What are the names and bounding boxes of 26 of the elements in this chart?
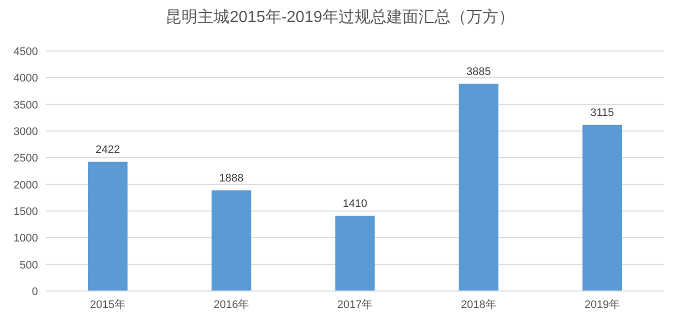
data-label: 1410 [342, 198, 368, 210]
data-label: 3885 [466, 66, 491, 78]
y-tick-label: 4500 [14, 46, 38, 58]
y-tick-label: 1500 [14, 206, 38, 218]
bar [212, 190, 252, 291]
x-tick-label: 2019年 [584, 299, 620, 311]
data-label: 2422 [96, 144, 120, 156]
y-tick-label: 1000 [14, 232, 38, 245]
x-tick-label: 2015年 [90, 299, 126, 311]
bar [582, 124, 622, 291]
y-tick-label: 3000 [14, 126, 38, 138]
x-tick-label: 2016年 [214, 299, 250, 311]
y-tick-label: 500 [20, 259, 38, 272]
y-tick-label: 2000 [14, 179, 38, 192]
y-tick-label: 2500 [14, 152, 38, 165]
y-tick-label: 0 [32, 286, 38, 298]
y-tick-label: 3500 [14, 99, 38, 112]
x-tick-label: 2018年 [460, 299, 496, 311]
chart-title: 昆明主城2015年-2019年过规总建面汇总（万方） [166, 8, 514, 26]
bar [458, 84, 498, 291]
x-tick-label: 2017年 [337, 299, 373, 311]
data-label: 3115 [590, 106, 614, 119]
data-label: 1888 [219, 172, 244, 184]
bar [88, 162, 128, 291]
y-tick-label: 4000 [14, 72, 38, 85]
bar [335, 216, 375, 291]
